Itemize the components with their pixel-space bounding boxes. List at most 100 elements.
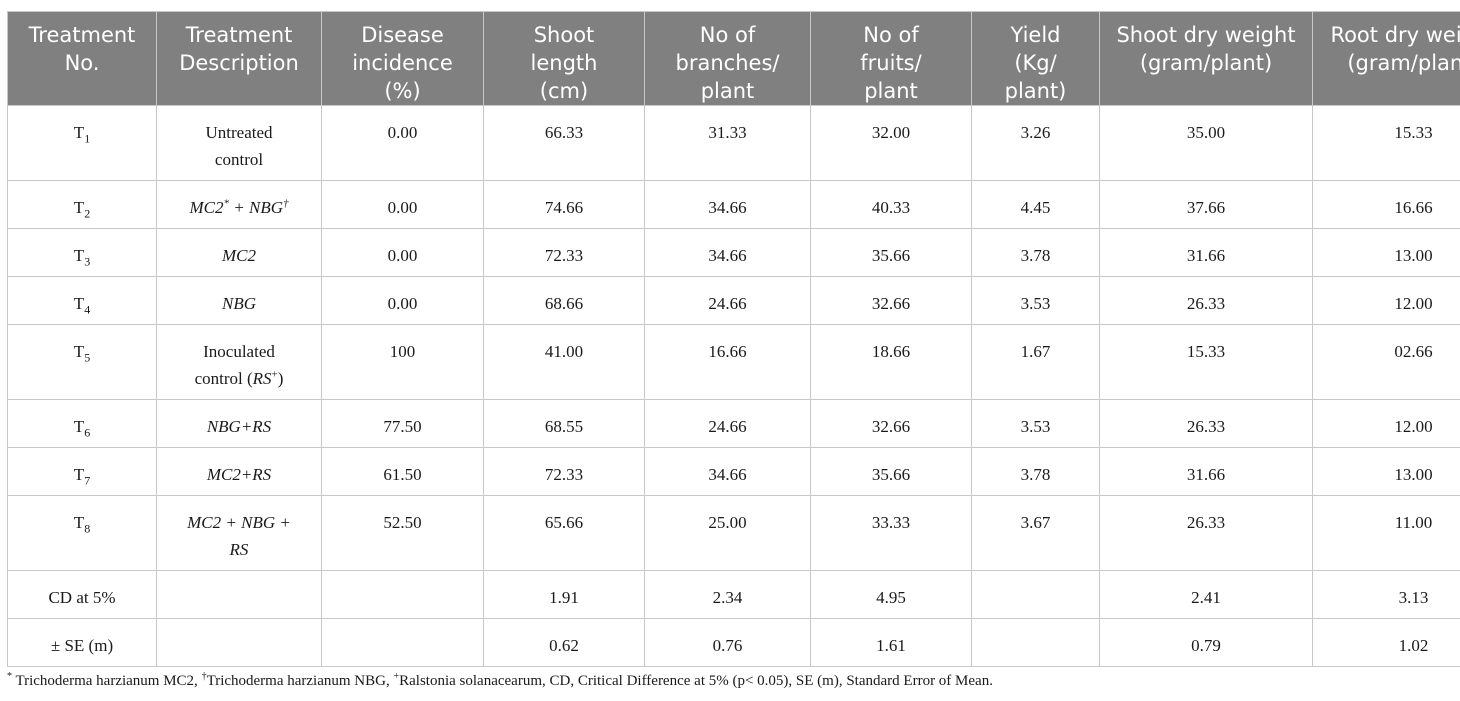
treatment-number: T [73,417,85,436]
cell-value: 3.13 [1398,588,1429,607]
value-cell-branches: 34.66 [644,180,811,229]
cell-value: 34.66 [708,198,747,217]
value-cell-disease: 0.00 [321,228,484,277]
cell-value: 0.76 [712,636,743,655]
value-cell-rdw: 11.00 [1312,495,1460,571]
column-header: No of fruits/plant [810,11,972,106]
value-cell-branches: 25.00 [644,495,811,571]
description-superscript: + [271,368,278,381]
column-header-text: Root dry weight [1330,23,1460,47]
treatment-number-cell: T5 [7,324,157,400]
column-header-text: Description [179,51,299,75]
cell-value: 40.33 [871,198,911,217]
value-cell-rdw: 1.02 [1312,618,1460,667]
value-cell-shoot: 41.00 [483,324,645,400]
cell-value: 3.78 [1020,246,1051,265]
treatment-number-cell: T8 [7,495,157,571]
treatment-number-cell: T7 [7,447,157,496]
column-header-text: (gram/plant) [1347,51,1460,75]
description-text: control ( [194,369,253,388]
column-header-text: Disease [361,23,444,47]
cell-value: 32.66 [871,294,911,313]
cell-value: 1.91 [549,588,579,607]
value-cell-branches: 34.66 [644,228,811,277]
column-header-text: (%) [384,79,421,103]
cell-value: 72.33 [544,246,584,265]
treatment-subscript: 5 [84,350,91,365]
value-cell-shoot: 72.33 [483,447,645,496]
treatment-description-cell: MC2 + NBG + RS [156,495,322,571]
table-header: Treatment No. Treatment Description Disease i… [7,11,1460,106]
column-header: Root dry weight (gram/plant) [1312,11,1460,106]
treatment-number: T [73,123,85,142]
description-text: MC2 [189,198,224,217]
column-header-text: Treatment [28,23,136,47]
column-header-text: plant) [1004,79,1067,103]
cell-value: 02.66 [1394,342,1433,361]
cell-value: 24.66 [708,294,747,313]
value-cell-fruits: 35.66 [810,228,972,277]
treatment-description-cell: MC2 [156,228,322,277]
treatment-subscript: 2 [84,206,91,221]
cell-value: 26.33 [1186,294,1226,313]
description-superscript: † [282,197,289,210]
value-cell-sdw: 26.33 [1099,276,1313,325]
cell-value: 3.53 [1020,294,1051,313]
treatment-number-cell: T6 [7,399,157,448]
description-text: NBG [248,198,283,217]
footnote-symbol: † [201,671,207,682]
cell-value: 4.45 [1020,198,1051,217]
value-cell-shoot: 68.55 [483,399,645,448]
cell-value: 13.00 [1394,465,1433,484]
value-cell-fruits: 35.66 [810,447,972,496]
value-cell-shoot: 74.66 [483,180,645,229]
table-row: T1 Untreated control 0.00 66.33 31.33 32.00 3.2… [7,105,1460,181]
cell-value: 3.67 [1020,513,1051,532]
table-row: T5 Inoculated control (RS+) 100 41.00 16.66 18… [7,324,1460,400]
cell-value: 3.78 [1020,465,1051,484]
cell-value: 16.66 [708,342,747,361]
cell-value: 26.33 [1186,417,1226,436]
cell-value: 16.66 [1394,198,1433,217]
value-cell-yield: 4.45 [971,180,1100,229]
empty-cell [321,618,484,667]
cell-value: 0.79 [1191,636,1221,655]
description-text: RS [229,540,249,559]
value-cell-yield: 3.53 [971,399,1100,448]
treatment-number: T [73,198,85,217]
treatment-subscript: 1 [84,131,91,146]
cell-value: 72.33 [544,465,584,484]
value-cell-disease: 77.50 [321,399,484,448]
column-header-text: branches/ [675,51,780,75]
value-cell-yield: 3.78 [971,228,1100,277]
value-cell-branches: 0.76 [644,618,811,667]
value-cell-sdw: 35.00 [1099,105,1313,181]
summary-row: CD at 5% 1.91 2.34 4.95 2.41 3.13 [7,570,1460,619]
column-header: Disease incidence (%) [321,11,484,106]
cell-value: 3.53 [1020,417,1051,436]
value-cell-branches: 24.66 [644,276,811,325]
cell-value: 25.00 [708,513,747,532]
cell-value: 2.41 [1191,588,1221,607]
description-text: Untreated [205,123,273,142]
treatment-subscript: 4 [84,302,91,317]
footnote-text: Trichoderma harzianum NBG, [206,673,394,689]
value-cell-disease: 100 [321,324,484,400]
description-text: MC2 [222,246,256,265]
empty-cell [156,570,322,619]
cell-value: 1.61 [876,636,906,655]
value-cell-rdw: 12.00 [1312,399,1460,448]
cell-value: 37.66 [1186,198,1226,217]
value-cell-branches: 34.66 [644,447,811,496]
value-cell-rdw: 15.33 [1312,105,1460,181]
value-cell-sdw: 37.66 [1099,180,1313,229]
value-cell-branches: 24.66 [644,399,811,448]
value-cell-rdw: 02.66 [1312,324,1460,400]
cell-value: 32.00 [871,123,911,142]
column-header: Treatment No. [7,11,157,106]
description-text: MC2+RS [206,465,272,484]
cell-value: 52.50 [383,513,422,532]
table-row: T6 NBG+RS 77.50 68.55 24.66 32.66 3.53 26.33 12.… [7,399,1460,448]
treatment-subscript: 3 [84,254,91,269]
footnote-text: Ralstonia solanacearum, CD, Critical Dif… [399,673,993,689]
